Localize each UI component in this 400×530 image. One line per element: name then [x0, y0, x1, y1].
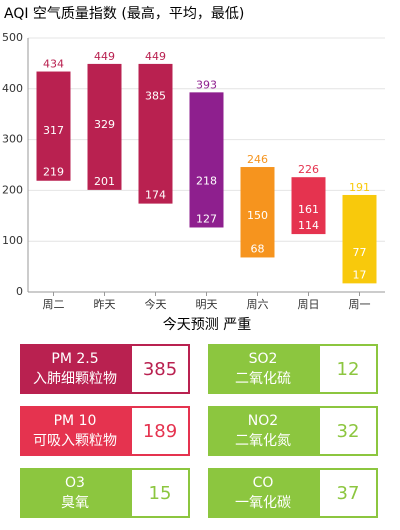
pollutant-value: 15: [132, 470, 188, 516]
pollutant-name: O3: [65, 475, 85, 491]
pollutant-card: SO2 二氧化硫 12: [208, 344, 378, 394]
pollutant-label: SO2 二氧化硫: [208, 344, 318, 394]
pollutant-name: SO2: [248, 351, 278, 367]
average-label: 218: [196, 174, 217, 187]
high-label: 191: [349, 181, 370, 194]
x-tick-label: 今天: [145, 297, 167, 311]
high-label: 449: [145, 50, 166, 63]
pollutant-description: 二氧化氮: [235, 433, 291, 449]
high-label: 434: [43, 58, 64, 71]
pollutant-description: 可吸入颗粒物: [33, 433, 117, 449]
low-label: 127: [196, 212, 217, 225]
pollutant-card: PM 10 可吸入颗粒物 189: [20, 406, 190, 456]
chart-title: AQI 空气质量指数 (最高，平均，最低): [4, 5, 244, 22]
average-label: 385: [145, 89, 166, 102]
range-bar: [240, 167, 275, 258]
pollutant-description: 臭氧: [61, 495, 89, 511]
pollutant-card: NO2 二氧化氮 32: [208, 406, 378, 456]
low-label: 114: [298, 219, 319, 232]
low-label: 219: [43, 166, 64, 179]
pollutant-name: CO: [252, 475, 274, 491]
range-bar: [138, 63, 173, 204]
y-tick-label: 300: [2, 133, 23, 146]
pollutant-description: 一氧化碳: [235, 495, 291, 511]
pollutant-label: PM 10 可吸入颗粒物: [20, 406, 130, 456]
pollutant-name: PM 10: [53, 413, 97, 429]
pollutant-name: PM 2.5: [51, 351, 99, 367]
pollutant-description: 入肺细颗粒物: [33, 371, 117, 387]
y-tick-label: 0: [16, 285, 23, 298]
range-bar: [189, 92, 224, 228]
pollutant-card: PM 2.5 入肺细颗粒物 385: [20, 344, 190, 394]
pollutant-label: CO 一氧化碳: [208, 468, 318, 518]
average-label: 77: [353, 246, 367, 259]
pollutant-value: 385: [132, 346, 188, 392]
pollutant-label: NO2 二氧化氮: [208, 406, 318, 456]
x-tick-label: 周六: [247, 298, 269, 311]
range-bar: [36, 71, 71, 181]
low-label: 174: [145, 189, 166, 202]
chart: AQI 空气质量指数 (最高，平均，最低) 今天预测 严重 0 100 200 300…: [2, 5, 385, 333]
pollutant-value: 37: [320, 470, 376, 516]
pollutant-label: O3 臭氧: [20, 468, 130, 518]
range-bar: [291, 177, 326, 235]
high-label: 449: [94, 50, 115, 63]
x-tick-label: 周二: [43, 298, 65, 311]
high-label: 393: [196, 78, 217, 91]
average-label: 317: [43, 124, 64, 137]
pollutant-card: CO 一氧化碳 37: [208, 468, 378, 518]
low-label: 201: [94, 175, 115, 188]
pollutant-description: 二氧化硫: [235, 371, 291, 387]
pollutant-value: 32: [320, 408, 376, 454]
range-bar: [87, 63, 122, 190]
low-label: 17: [353, 268, 367, 281]
y-tick-label: 400: [2, 82, 23, 95]
pollutant-label: PM 2.5 入肺细颗粒物: [20, 344, 130, 394]
y-tick-label: 100: [2, 234, 23, 247]
x-tick-label: 周一: [349, 298, 371, 311]
average-label: 161: [298, 203, 319, 216]
y-tick-label: 500: [2, 31, 23, 44]
x-tick-label: 昨天: [94, 298, 116, 311]
x-tick-label: 周日: [298, 298, 320, 311]
x-tick-label: 明天: [196, 298, 218, 311]
pollutant-value: 189: [132, 408, 188, 454]
range-bar: [342, 194, 377, 284]
pollutant-card: O3 臭氧 15: [20, 468, 190, 518]
average-label: 329: [94, 118, 115, 131]
average-label: 150: [247, 209, 268, 222]
low-label: 68: [251, 242, 265, 255]
forecast-note: 今天预测 严重: [163, 317, 251, 333]
high-label: 246: [247, 153, 268, 166]
y-tick-label: 200: [2, 183, 23, 196]
pollutant-value: 12: [320, 346, 376, 392]
pollutant-name: NO2: [247, 413, 279, 429]
high-label: 226: [298, 163, 319, 176]
